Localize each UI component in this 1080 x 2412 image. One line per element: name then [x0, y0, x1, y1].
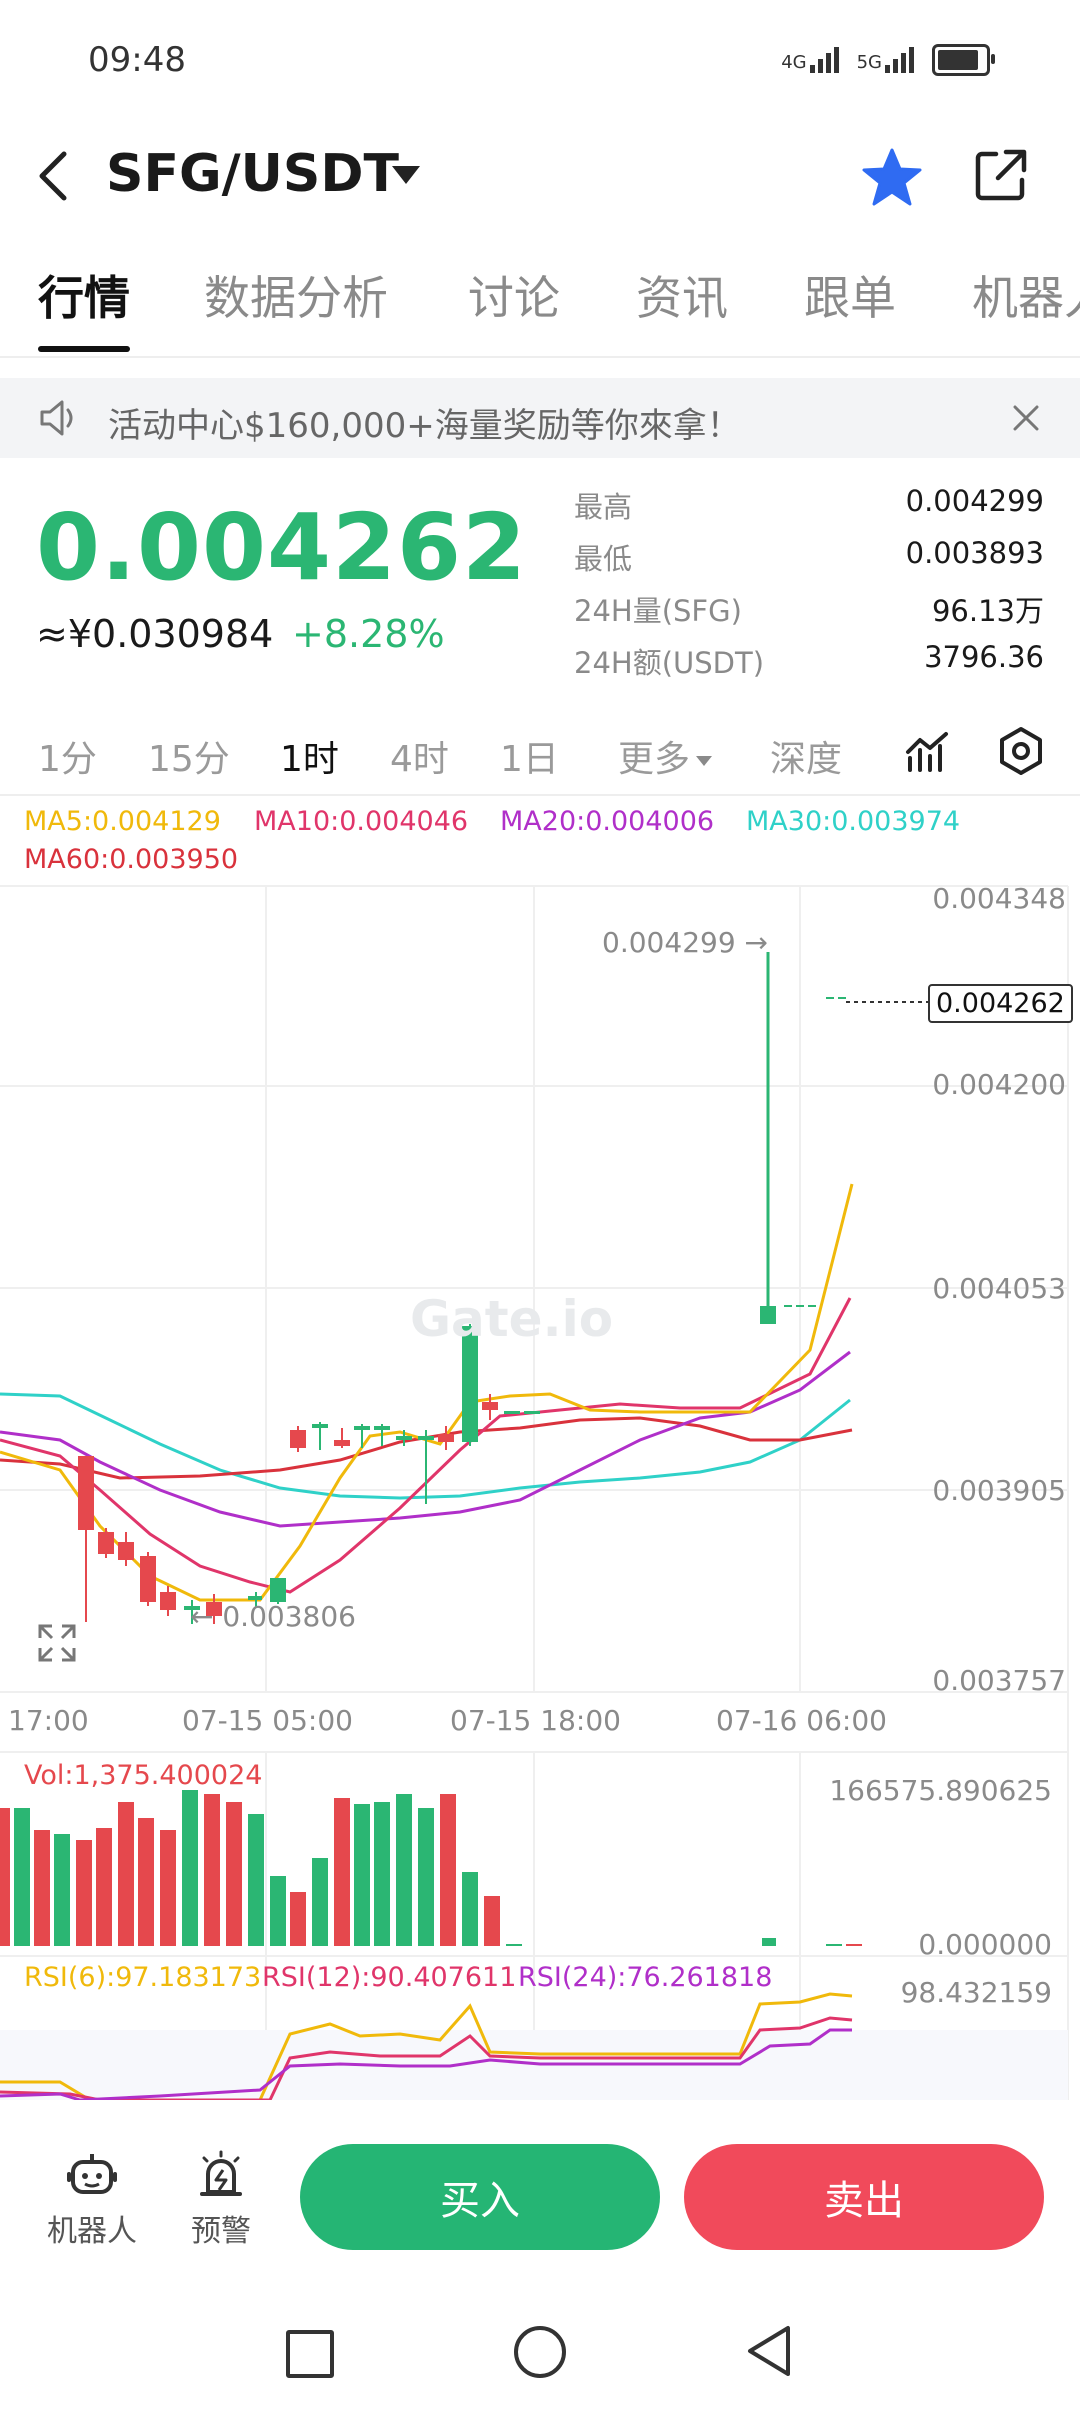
ma20-line — [0, 1350, 851, 1528]
robot-icon — [67, 2154, 117, 2194]
low-price-marker: ← 0.003806 — [190, 1600, 356, 1633]
divider — [0, 356, 1080, 358]
alarm-bell-icon — [200, 2150, 242, 2196]
promo-banner[interactable] — [0, 378, 1080, 458]
y-tick-label: 0.003905 — [932, 1474, 1066, 1507]
ma10-line — [0, 1297, 852, 1594]
rsi12-line — [0, 2016, 853, 2100]
alert-button[interactable]: 预警 — [176, 2148, 266, 2250]
share-icon[interactable] — [972, 146, 1030, 204]
y-tick-label: 0.004053 — [932, 1272, 1066, 1305]
tab-news[interactable]: 资讯 — [636, 271, 728, 325]
y-tick-label: 0.004200 — [932, 1068, 1066, 1101]
home-icon[interactable] — [514, 2326, 566, 2378]
stat-volume-label: 24H量(SFG) — [574, 594, 742, 628]
signal-4g-icon: 4G — [781, 47, 839, 73]
volume-label: Vol:1,375.400024 — [24, 1760, 263, 1791]
interval-more-label: 更多 — [618, 739, 691, 780]
stat-amount-value: 3796.36 — [924, 640, 1044, 674]
last-price: 0.004262 — [36, 494, 528, 601]
tab-market[interactable]: 行情 — [38, 271, 130, 325]
favorite-star-icon[interactable] — [860, 146, 924, 210]
interval-1m[interactable]: 1分 — [38, 739, 97, 780]
volume-min: 0.000000 — [918, 1928, 1052, 1961]
tab-discussion[interactable]: 讨论 — [468, 271, 560, 325]
kline-chart[interactable]: 0.004348 0.004200 0.004053 0.003905 0.00… — [0, 880, 1080, 2100]
price-cny: ≈¥0.030984 — [36, 612, 274, 656]
stat-high-label: 最高 — [574, 490, 633, 524]
buy-button[interactable]: 买入 — [300, 2144, 660, 2250]
main-tabs: 行情 数据分析 讨论 资讯 跟单 机器人 — [0, 262, 1080, 354]
tab-copy-trading[interactable]: 跟单 — [804, 271, 896, 325]
settings-hex-icon[interactable] — [996, 726, 1046, 776]
interval-1d[interactable]: 1日 — [500, 739, 559, 780]
y-tick-label: 0.003757 — [932, 1664, 1066, 1697]
ma60-line — [0, 1416, 853, 1480]
tab-robot[interactable]: 机器人 — [972, 271, 1080, 325]
alert-label: 预警 — [191, 2214, 251, 2249]
sell-button[interactable]: 卖出 — [684, 2144, 1044, 2250]
rsi24-line — [0, 2028, 852, 2100]
pair-title[interactable]: SFG/USDT — [106, 144, 399, 204]
rsi6-label: RSI(6):97.183173 — [24, 1962, 262, 1993]
pair-dropdown-caret-icon[interactable] — [392, 166, 420, 184]
stat-amount-label: 24H额(USDT) — [574, 646, 765, 680]
rsi12-label: RSI(12):90.407611 — [262, 1962, 517, 1993]
price-change: +8.28% — [292, 612, 445, 656]
candles — [78, 952, 846, 1624]
current-price-tag: 0.004262 — [928, 984, 1073, 1023]
system-back-icon[interactable] — [744, 2324, 794, 2378]
gate-watermark: Gate.io — [410, 1290, 614, 1348]
ma60-legend: MA60:0.003950 — [24, 844, 239, 875]
stat-high-value: 0.004299 — [905, 484, 1044, 518]
time-axis-label: 17:00 — [8, 1704, 89, 1737]
chart-grid — [0, 885, 1069, 2100]
time-axis-label: 07-16 06:00 — [716, 1704, 887, 1737]
tab-data-analysis[interactable]: 数据分析 — [204, 271, 388, 325]
high-price-marker: 0.004299 → — [602, 926, 768, 959]
volume-max: 166575.890625 — [829, 1774, 1052, 1807]
tab-active-indicator — [38, 346, 130, 352]
ma20-legend: MA20:0.004006 — [500, 806, 715, 837]
status-icons: 4G 5G — [781, 44, 995, 76]
robot-label: 机器人 — [47, 2214, 137, 2249]
ma10-legend: MA10:0.004046 — [254, 806, 469, 837]
interval-4h[interactable]: 4时 — [390, 739, 449, 780]
interval-depth[interactable]: 深度 — [770, 739, 843, 780]
fullscreen-expand-icon[interactable] — [36, 1622, 78, 1664]
back-arrow-icon[interactable] — [34, 150, 74, 202]
rsi6-line — [0, 1992, 853, 2100]
close-icon[interactable] — [1010, 402, 1042, 434]
signal-5g-icon: 5G — [857, 47, 914, 73]
interval-15m[interactable]: 15分 — [148, 739, 230, 780]
y-tick-label: 0.004348 — [932, 882, 1066, 915]
indicator-chart-icon[interactable] — [904, 728, 952, 776]
ma5-line — [0, 1183, 854, 1602]
time-axis-label: 07-15 05:00 — [182, 1704, 353, 1737]
chevron-down-icon — [696, 756, 713, 766]
ma30-line — [0, 1392, 851, 1500]
interval-more[interactable]: 更多 — [618, 730, 713, 782]
status-time: 09:48 — [88, 40, 186, 80]
divider — [0, 794, 1080, 796]
time-axis-label: 07-15 18:00 — [450, 1704, 621, 1737]
robot-button[interactable]: 机器人 — [42, 2148, 142, 2250]
speaker-icon — [40, 400, 73, 436]
ma5-legend: MA5:0.004129 — [24, 806, 221, 837]
volume-bars — [0, 1790, 862, 1946]
stat-volume-value: 96.13万 — [931, 594, 1044, 628]
rsi24-label: RSI(24):76.261818 — [518, 1962, 773, 1993]
stat-low-value: 0.003893 — [905, 536, 1044, 570]
ma30-legend: MA30:0.003974 — [746, 806, 961, 837]
recent-apps-icon[interactable] — [286, 2330, 334, 2378]
interval-1h[interactable]: 1时 — [280, 739, 339, 780]
stat-low-label: 最低 — [574, 542, 633, 576]
rsi-max: 98.432159 — [900, 1976, 1052, 2009]
banner-text[interactable]: 活动中心$160,000+海量奖励等你來拿！ — [108, 406, 741, 446]
battery-icon — [932, 44, 995, 76]
